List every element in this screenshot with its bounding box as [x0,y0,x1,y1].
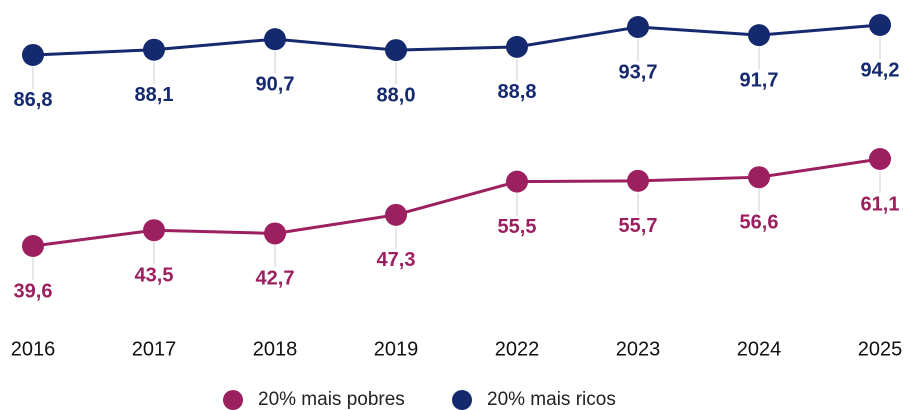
point [22,43,44,66]
point [385,39,407,62]
value-label: 47,3 [377,249,416,271]
x-tick-label: 2019 [374,338,419,360]
value-label: 56,6 [740,211,779,233]
x-tick-label: 2016 [11,338,56,360]
legend-label: 20% mais pobres [258,389,405,410]
point [627,169,649,192]
point [748,24,770,47]
value-label: 88,1 [135,84,174,106]
value-label: 61,1 [861,193,900,215]
x-tick-label: 2025 [858,338,903,360]
value-label: 39,6 [14,280,53,302]
value-label: 91,7 [740,69,779,91]
value-label: 94,2 [861,59,900,81]
legend-label: 20% mais ricos [487,389,616,410]
series-line [32,157,881,248]
point [22,235,44,257]
x-tick-label: 2018 [253,338,298,360]
x-tick-label: 2024 [737,338,782,360]
value-label: 90,7 [256,73,295,95]
point [264,28,286,51]
x-tick-label: 2022 [495,338,540,360]
point [506,170,528,193]
point [264,222,286,245]
x-tick-label: 2017 [132,338,177,360]
point [506,35,528,58]
point [627,16,649,39]
value-label: 43,5 [135,264,174,286]
point [748,166,770,189]
value-label: 55,7 [619,215,658,237]
point [143,38,165,61]
legend-marker [452,390,472,410]
legend-marker [223,390,243,410]
value-label: 55,5 [498,216,537,238]
point [869,14,891,36]
value-label: 88,8 [498,81,537,103]
point [869,147,891,170]
value-label: 93,7 [619,61,658,83]
series-line [32,23,881,57]
point [385,203,407,226]
point [143,219,165,242]
value-label: 42,7 [256,268,295,290]
value-label: 86,8 [14,89,53,111]
x-tick-label: 2023 [616,338,661,360]
value-label: 88,0 [377,84,416,106]
